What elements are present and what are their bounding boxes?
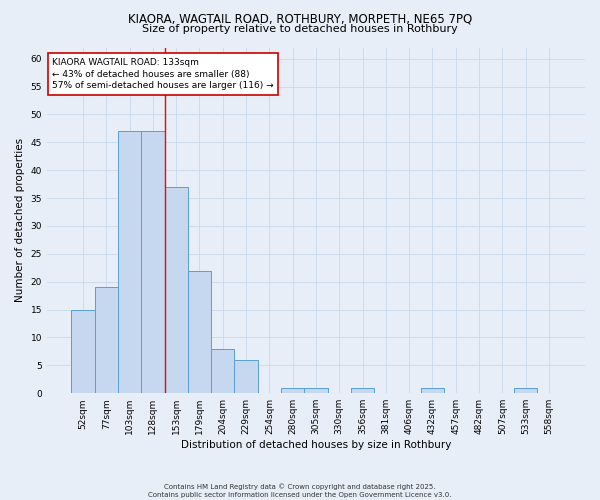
Bar — [304, 388, 328, 393]
Y-axis label: Number of detached properties: Number of detached properties — [15, 138, 25, 302]
Text: Contains HM Land Registry data © Crown copyright and database right 2025.
Contai: Contains HM Land Registry data © Crown c… — [148, 483, 452, 498]
Bar — [351, 388, 374, 393]
Bar — [281, 388, 304, 393]
Bar — [514, 388, 537, 393]
Bar — [211, 348, 235, 393]
X-axis label: Distribution of detached houses by size in Rothbury: Distribution of detached houses by size … — [181, 440, 451, 450]
Text: KIAORA, WAGTAIL ROAD, ROTHBURY, MORPETH, NE65 7PQ: KIAORA, WAGTAIL ROAD, ROTHBURY, MORPETH,… — [128, 12, 472, 26]
Bar — [141, 131, 164, 393]
Text: KIAORA WAGTAIL ROAD: 133sqm
← 43% of detached houses are smaller (88)
57% of sem: KIAORA WAGTAIL ROAD: 133sqm ← 43% of det… — [52, 58, 274, 90]
Bar — [118, 131, 141, 393]
Bar — [71, 310, 95, 393]
Bar — [95, 288, 118, 393]
Bar — [188, 270, 211, 393]
Bar — [164, 187, 188, 393]
Bar — [421, 388, 444, 393]
Text: Size of property relative to detached houses in Rothbury: Size of property relative to detached ho… — [142, 24, 458, 34]
Bar — [235, 360, 258, 393]
